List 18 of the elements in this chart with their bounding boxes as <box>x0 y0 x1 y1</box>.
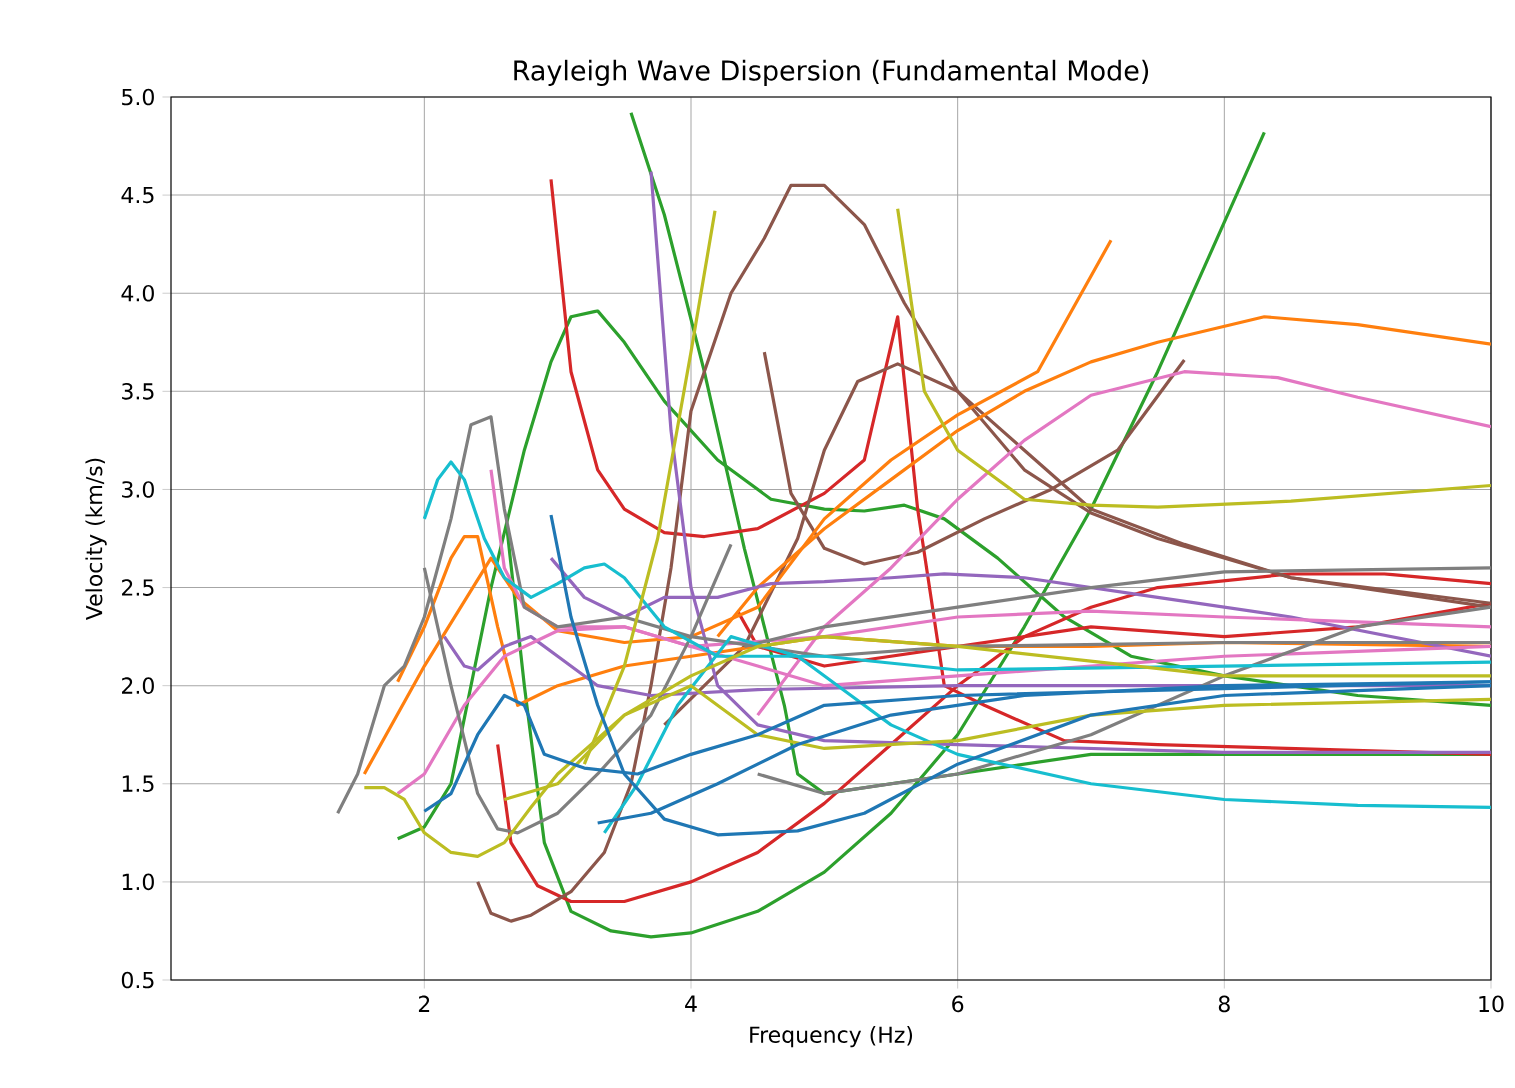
x-tick-label: 10 <box>1479 995 1504 1013</box>
y-tick-label: 3.0 <box>122 481 154 498</box>
chart-title: Rayleigh Wave Dispersion (Fundamental Mode) <box>514 59 1149 86</box>
y-tick-label: 5.0 <box>122 88 154 106</box>
y-tick-label: 4.5 <box>121 186 154 204</box>
y-tick-label: 1.0 <box>122 873 154 891</box>
y-tick-label: 0.5 <box>121 971 154 989</box>
x-tick-label: 4 <box>685 995 697 1012</box>
x-tick-label: 2 <box>418 995 430 1012</box>
y-tick-label: 1.5 <box>122 775 154 792</box>
y-tick-label: 2.5 <box>122 579 154 596</box>
y-tick-label: 2.0 <box>122 677 154 694</box>
x-tick-label: 8 <box>1218 995 1230 1013</box>
x-tick-label: 6 <box>952 995 964 1013</box>
y-tick-label: 3.5 <box>122 383 154 400</box>
y-axis-title: Velocity (km/s) <box>85 458 107 621</box>
x-axis-title: Frequency (Hz) <box>750 1025 913 1048</box>
y-tick-label: 4.0 <box>121 284 154 302</box>
